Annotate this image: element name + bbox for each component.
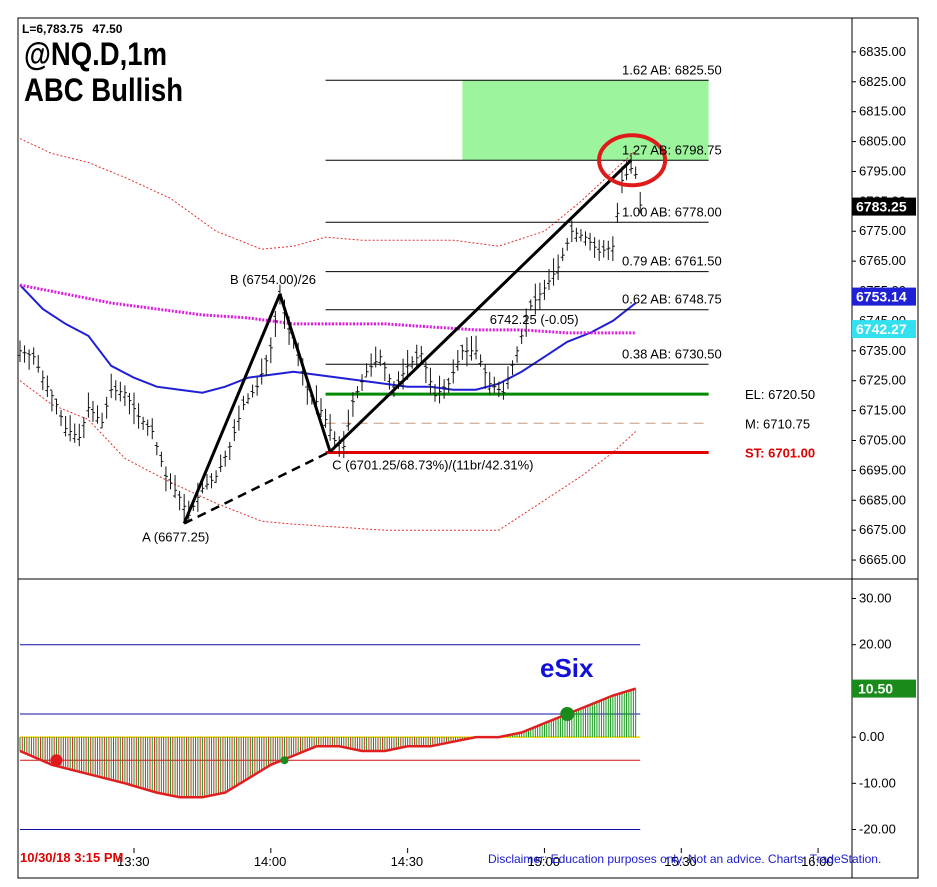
price-axis-label: 6825.00 (859, 74, 906, 89)
time-axis-label: 16:00 (801, 854, 834, 869)
abc-pattern-layer (182, 133, 668, 525)
axis-tag-text: 6783.25 (856, 199, 907, 215)
osc-axis-label: -10.00 (859, 775, 896, 790)
abc-leg-ab (182, 293, 282, 525)
price-axis-label: 6705.00 (859, 432, 906, 447)
time-axis-label: 15:30 (664, 854, 697, 869)
chart-frame (17, 17, 919, 879)
axis-tag-text: 6742.27 (856, 321, 907, 337)
time-axis-label: 15:00 (527, 854, 560, 869)
level-label: EL: 6720.50 (745, 387, 815, 402)
series-ma-magenta (19, 283, 636, 335)
price-axis-label: 6715.00 (859, 403, 906, 418)
osc-signal-line (19, 687, 637, 799)
axis-tag-box (852, 197, 916, 216)
price-axis-label: 6725.00 (859, 373, 906, 388)
target-zone (462, 80, 709, 161)
price-axis-label: 6735.00 (859, 343, 906, 358)
series-band_lower (19, 380, 637, 531)
point-c-label: C (6701.25/68.73%)/(11br/42.31%) (332, 458, 533, 473)
level-label: 0.79 AB: 6761.50 (622, 254, 722, 269)
footer-disclaimer: Disclaimer: Education purposes only. Not… (488, 852, 882, 866)
osc-signal-dot (50, 754, 63, 767)
price-axis-label: 6695.00 (859, 462, 906, 477)
axis-tag-box (852, 320, 916, 339)
osc-current-tag (852, 679, 916, 698)
price-axis-label: 6835.00 (859, 44, 906, 59)
price-change: 47.50 (92, 22, 123, 36)
osc-axis-label: 0.00 (859, 729, 884, 744)
price-axis-label: 6795.00 (859, 163, 906, 178)
text-layer: 1.62 AB: 6825.50 1.27 AB: 6798.75 1.00 AB:… (142, 62, 815, 683)
abc-leg-ac (183, 450, 331, 525)
annotation: 6742.25 (-0.05) (490, 312, 579, 327)
point-a-label: A (6677.25) (142, 529, 209, 544)
osc-axis-label: 30.00 (859, 590, 892, 605)
series-band_upper (19, 138, 637, 250)
price-axis-label: 6815.00 (859, 104, 906, 119)
axis-tag-box (852, 287, 916, 306)
time-axis-label: 13:30 (117, 854, 150, 869)
osc-axis-label: -20.00 (859, 822, 896, 837)
level-label: 0.38 AB: 6730.50 (622, 346, 722, 361)
esix-label: eSix (540, 653, 594, 683)
price-axis-label: 6765.00 (859, 253, 906, 268)
axis-layer: 6835.006825.006815.006805.006795.006785.… (18, 18, 918, 878)
osc-current-text: 10.50 (858, 681, 893, 697)
osc-signal-dot (280, 756, 289, 765)
level-label: 1.62 AB: 6825.50 (622, 62, 722, 77)
level-label: 0.62 AB: 6748.75 (622, 292, 722, 307)
price-axis-label: 6665.00 (859, 552, 906, 567)
levels-layer (325, 79, 709, 454)
last-price-readout: L=6,783.75 47.50 (22, 22, 122, 36)
time-axis-label: 14:00 (254, 854, 287, 869)
time-axis-label: 14:30 (391, 854, 424, 869)
symbol-title: @NQ.D,1m (24, 36, 168, 72)
price-axis-label: 6775.00 (859, 223, 906, 238)
target-zone-layer (462, 80, 709, 161)
price-axis-label: 6685.00 (859, 492, 906, 507)
abc-leg-bc (278, 293, 332, 453)
osc-signal-dot (560, 707, 575, 721)
oscillator-layer (19, 644, 641, 831)
osc-axis-label: 20.00 (859, 637, 892, 652)
last-price: L=6,783.75 (22, 22, 84, 36)
level-label: M: 6710.75 (745, 416, 810, 431)
axis-tag-text: 6753.14 (856, 289, 907, 305)
point-b-label: B (6754.00)/26 (230, 272, 316, 287)
footer-datetime: 10/30/18 3:15 PM (20, 850, 124, 865)
price-axis-label: 6805.00 (859, 134, 906, 149)
abc-leg-cd (329, 159, 633, 453)
completion-circle (597, 133, 668, 188)
pattern-title: ABC Bullish (24, 72, 184, 108)
price-axis-label: 6675.00 (859, 522, 906, 537)
level-label: 1.00 AB: 6778.00 (622, 204, 722, 219)
level-label: ST: 6701.00 (745, 445, 815, 460)
level-label: 1.27 AB: 6798.75 (622, 142, 722, 157)
